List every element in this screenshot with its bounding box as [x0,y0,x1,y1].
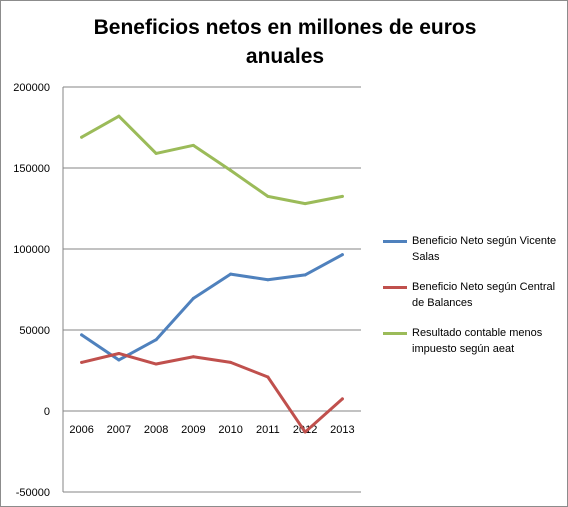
legend-swatch [383,286,407,289]
data-point [266,278,270,282]
y-tick-label: 100000 [13,244,50,256]
data-point [229,168,233,172]
data-point [117,351,121,355]
legend-label: Beneficio Neto según Vicente Salas [412,235,557,263]
x-tick-label: 2009 [181,424,205,436]
data-point [154,338,158,342]
series-line [80,351,344,434]
data-point [154,151,158,155]
x-tick-label: 2010 [218,424,242,436]
y-tick-label: 0 [44,406,50,418]
y-tick-label: 150000 [13,163,50,175]
x-tick-label: 2007 [107,424,131,436]
chart-legend: Beneficio Neto según Vicente Salas Benefi… [383,233,565,371]
y-tick-label: -50000 [16,487,50,499]
y-tick-label: 50000 [19,325,50,337]
data-point [80,360,84,364]
data-point [191,355,195,359]
legend-item: Resultado contable menos impuesto según … [383,325,565,371]
data-point [266,375,270,379]
legend-label: Resultado contable menos impuesto según … [412,327,543,355]
data-point [229,272,233,276]
legend-item: Beneficio Neto según Central de Balances [383,279,565,325]
legend-swatch [383,332,407,335]
chart-title: Beneficios netos en millones de euros an… [93,16,477,68]
data-point [266,194,270,198]
data-point [191,296,195,300]
data-point [80,135,84,139]
data-point [229,360,233,364]
x-tick-label: 2013 [330,424,354,436]
x-tick-label: 2006 [69,424,93,436]
data-point [303,273,307,277]
data-point [340,253,344,257]
series-line [80,253,344,362]
data-point [340,194,344,198]
legend-label: Beneficio Neto según Central de Balances [412,281,556,309]
series-line [80,114,344,206]
data-point [340,397,344,401]
data-point [303,430,307,434]
legend-item: Beneficio Neto según Vicente Salas [383,233,565,279]
data-point [117,358,121,362]
x-tick-label: 2011 [256,424,280,436]
legend-swatch [383,240,407,243]
x-tick-label: 2008 [144,424,168,436]
data-point [303,202,307,206]
data-point [191,143,195,147]
data-point [80,333,84,337]
data-point [117,114,121,118]
y-tick-label: 200000 [13,82,50,94]
data-point [154,362,158,366]
